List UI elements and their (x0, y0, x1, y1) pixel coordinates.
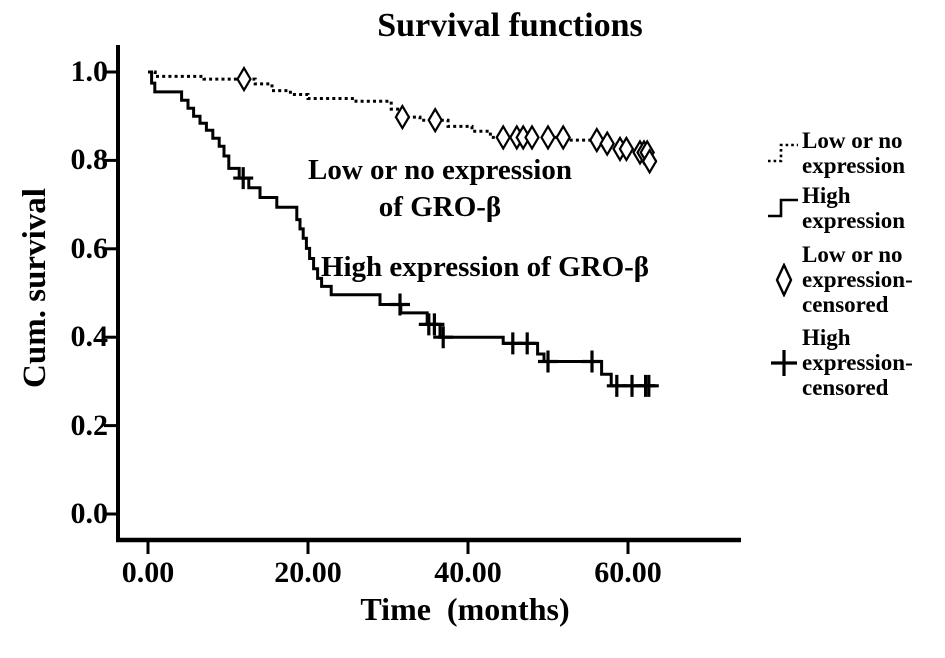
legend-label: Low or no expression (802, 128, 905, 178)
x-tick-label: 0.00 (121, 556, 175, 589)
censor-marker-diamond (589, 126, 605, 154)
solid-step-line-icon (766, 194, 802, 222)
censor-marker-diamond (394, 103, 411, 131)
plus-cross-icon (766, 348, 802, 378)
legend-label-line: expression- (802, 350, 913, 375)
legend-label-line: expression (802, 153, 906, 178)
censor-marker-plus (424, 313, 445, 336)
censor-marker-plus (538, 350, 558, 373)
censor-marker-plus (638, 374, 659, 397)
annotation-low-line1: Low or no expression (308, 154, 572, 186)
x-tick-label: 60.00 (594, 556, 662, 589)
legend-entry: Low or no expression-censored (766, 242, 913, 317)
legend-entry: High expression-censored (766, 325, 913, 400)
censor-marker-plus (517, 332, 538, 355)
legend-label-line: expression (802, 208, 906, 233)
censor-marker-diamond (236, 65, 252, 93)
censor-marker-diamond (540, 124, 556, 151)
annotation-high-expression: High expression of GRO-β (320, 251, 650, 283)
censor-marker-plus (390, 293, 410, 316)
x-tick-label: 40.00 (434, 556, 502, 589)
legend-label: High expression (802, 183, 905, 233)
legend-label-line: expression- (802, 267, 913, 292)
censor-marker-diamond (641, 148, 658, 175)
chart-title: Survival functions (377, 7, 643, 44)
survival-curve-high (148, 70, 656, 388)
dotted-step-line-icon (766, 139, 802, 167)
open-diamond-icon (766, 262, 802, 297)
legend-label: High expression-censored (802, 325, 913, 400)
censor-marker-diamond (618, 135, 635, 163)
legend-entry: High expression (766, 183, 905, 233)
legend-entry: Low or no expression (766, 128, 905, 178)
y-tick-label: 0.0 (70, 497, 109, 530)
censor-marker-diamond (524, 124, 540, 151)
censor-marker-diamond (555, 124, 571, 151)
legend-label-line: Low or no (802, 242, 903, 267)
x-tick-label: 20.00 (274, 556, 342, 589)
legend-label-line: High (802, 325, 851, 350)
legend-label-line: Low or no (802, 128, 903, 153)
y-tick-label: 0.8 (70, 143, 109, 177)
y-tick-label: 0.6 (70, 231, 109, 265)
y-tick-label: 0.4 (70, 320, 109, 354)
censor-marker-plus (433, 326, 454, 349)
legend-label-line: High (802, 183, 851, 208)
censor-marker-plus (233, 167, 254, 190)
annotation-low-line2: of GRO-β (378, 191, 502, 223)
y-tick-label: 1.0 (70, 55, 109, 88)
y-tick-label: 0.2 (70, 408, 109, 442)
censor-marker-diamond (495, 124, 511, 151)
legend-label-line: censored (802, 292, 889, 317)
legend-label: Low or no expression-censored (802, 242, 913, 317)
censor-marker-diamond (427, 107, 443, 134)
censor-marker-plus (582, 350, 602, 373)
x-axis-label: Time (months) (360, 591, 570, 627)
annotation-low-expression: Low or no expression of GRO-β (285, 152, 595, 226)
legend-label-line: censored (802, 375, 889, 400)
censor-marker-diamond (599, 130, 615, 157)
